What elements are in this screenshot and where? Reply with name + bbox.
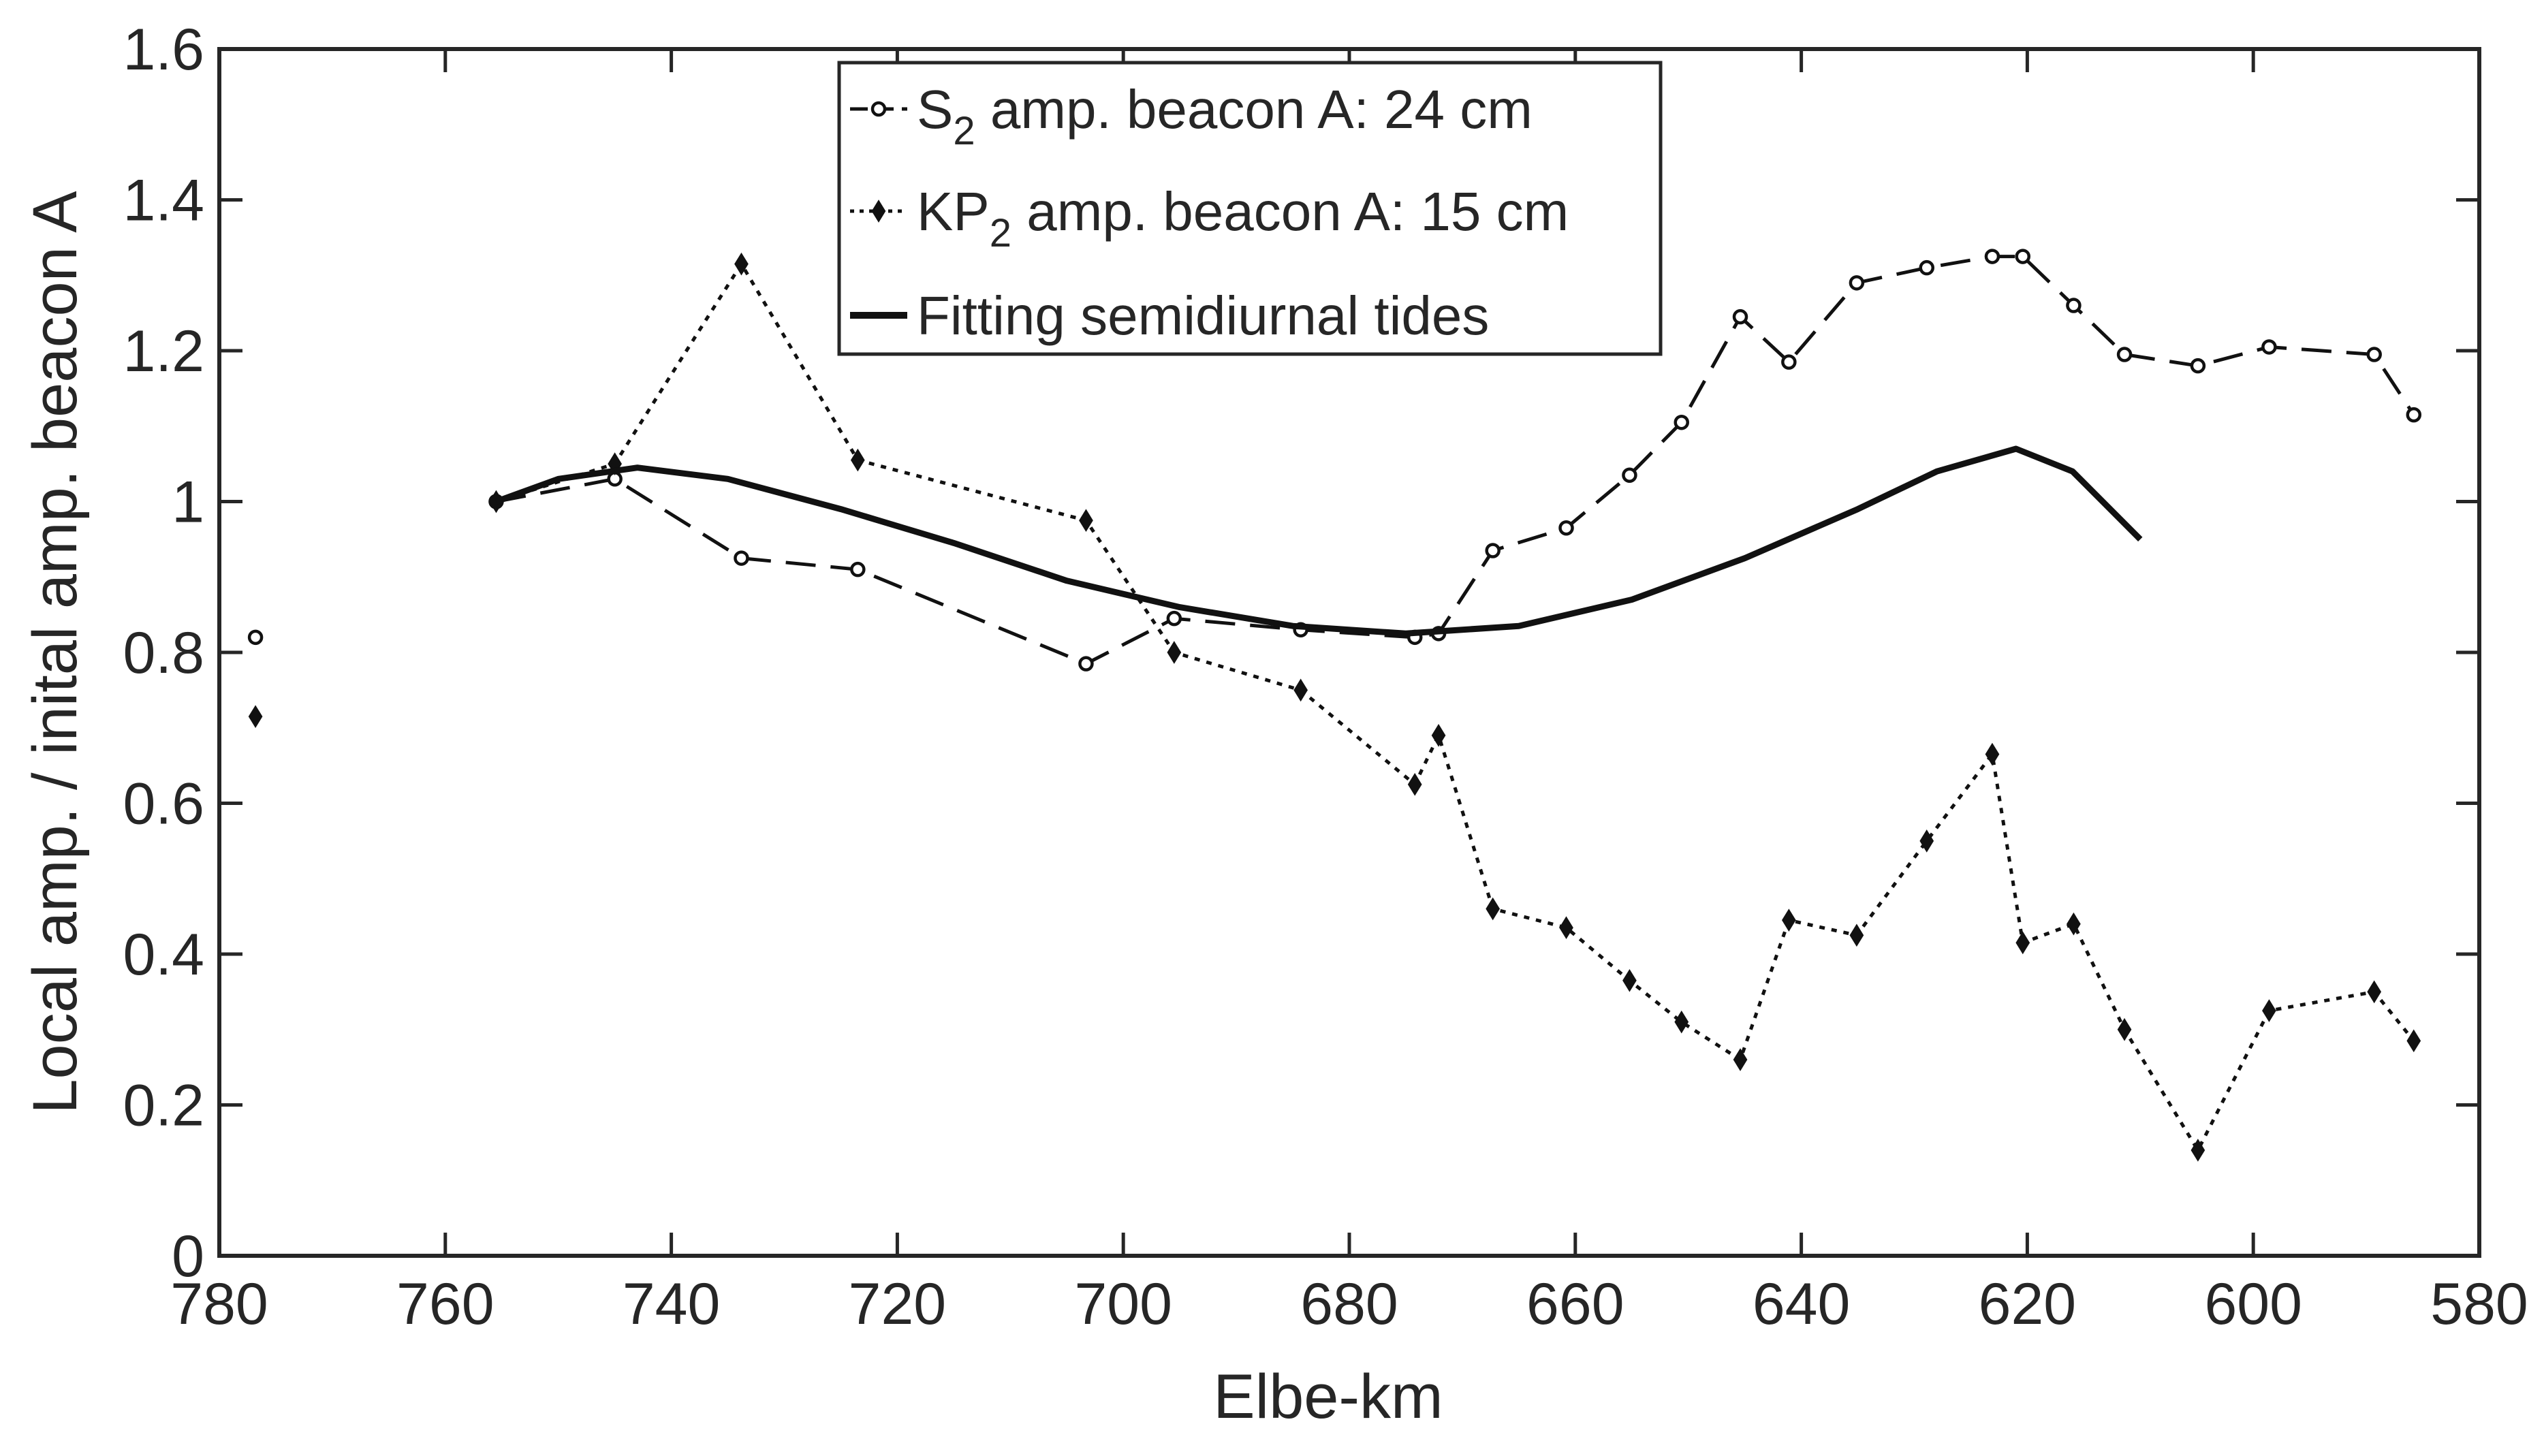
data-point	[2262, 999, 2276, 1022]
series-layer	[247, 249, 2422, 1162]
x-tick-label: 700	[1074, 1271, 1172, 1337]
series-1	[248, 252, 2421, 1162]
y-tick-label: 0.6	[123, 772, 204, 837]
x-tick-label: 620	[1979, 1271, 2077, 1337]
data-point	[2015, 249, 2031, 264]
data-point	[1293, 678, 1308, 702]
legend-label: S2 amp. beacon A: 24 cm	[917, 79, 1533, 153]
legend-entries: S2 amp. beacon A: 24 cm KP2 amp. beacon A…	[850, 79, 1569, 346]
x-tick-label: 740	[623, 1271, 721, 1337]
data-point	[734, 252, 749, 276]
x-axis-title: Elbe-km	[1213, 1362, 1443, 1431]
y-tick-label: 1.2	[123, 319, 204, 384]
y-tick-label: 1	[172, 470, 204, 535]
series-2	[494, 445, 2143, 637]
legend-marker	[871, 200, 886, 223]
data-point	[1559, 916, 1573, 940]
y-axis: 0 0.2 0.4 0.6 0.8 1 1.2 1.4 1.6	[123, 17, 2479, 1289]
data-point	[1558, 520, 1574, 536]
data-point	[1622, 467, 1637, 483]
outlier-point	[247, 629, 264, 646]
y-tick-label: 1.4	[123, 168, 204, 234]
data-point	[2190, 1139, 2205, 1162]
outlier-point	[248, 705, 263, 728]
data-point	[1782, 908, 1796, 932]
data-point	[1167, 641, 1182, 664]
legend-box	[837, 61, 1663, 356]
data-point	[1079, 509, 1093, 533]
x-tick-label: 640	[1753, 1271, 1851, 1337]
x-tick-label: 720	[849, 1271, 947, 1337]
data-point	[1166, 610, 1182, 627]
data-point	[1485, 543, 1501, 558]
legend-entry-2: Fitting semidiurnal tides	[850, 285, 1489, 346]
data-point	[1985, 742, 2000, 766]
data-point	[850, 448, 865, 472]
data-point	[2261, 339, 2277, 355]
series-line	[494, 445, 2143, 637]
legend: S2 amp. beacon A: 24 cm KP2 amp. beacon A…	[837, 61, 1663, 356]
data-point	[1078, 656, 1094, 671]
legend-label: KP2 amp. beacon A: 15 cm	[917, 181, 1569, 255]
data-point	[1984, 249, 2000, 264]
x-tick-label: 680	[1300, 1271, 1398, 1337]
y-axis-title: Local amp. / inital amp. beacon A	[20, 191, 90, 1114]
x-axis: 780 760 740 720 700 680 660 640 620 600 580	[170, 49, 2528, 1337]
legend-entry-1: KP2 amp. beacon A: 15 cm	[850, 181, 1569, 255]
data-point	[1674, 414, 1689, 430]
data-point	[2015, 931, 2030, 955]
data-point	[850, 561, 866, 577]
y-tick-label: 1.6	[123, 17, 204, 82]
plot-area	[247, 249, 2422, 1162]
data-point	[1919, 829, 1934, 853]
data-point	[2366, 347, 2382, 362]
data-point	[2406, 1029, 2421, 1053]
data-point	[2406, 407, 2422, 423]
data-point	[2066, 298, 2082, 313]
data-point	[1431, 724, 1446, 747]
y-tick-label: 0.2	[123, 1073, 204, 1139]
data-point	[1622, 968, 1637, 992]
legend-entry-0: S2 amp. beacon A: 24 cm	[850, 79, 1533, 153]
data-point	[1486, 897, 1501, 921]
x-tick-label: 660	[1526, 1271, 1624, 1337]
x-tick-label: 780	[170, 1271, 268, 1337]
legend-label: Fitting semidiurnal tides	[917, 285, 1489, 346]
data-point	[1849, 923, 1864, 947]
x-tick-label: 600	[2204, 1271, 2302, 1337]
legend-marker	[870, 101, 887, 117]
data-point	[2367, 980, 2382, 1004]
y-tick-label: 0.8	[123, 620, 204, 686]
data-point	[1674, 1010, 1689, 1034]
data-point	[2190, 358, 2206, 374]
x-tick-label: 760	[396, 1271, 494, 1337]
data-point	[1732, 308, 1748, 325]
data-point	[2067, 912, 2081, 936]
data-point	[1733, 1048, 1748, 1071]
data-point	[1781, 354, 1797, 370]
data-point	[2116, 347, 2133, 362]
data-point	[734, 550, 749, 566]
x-tick-label: 580	[2430, 1271, 2528, 1337]
data-point	[1849, 275, 1865, 291]
y-tick-label: 0.4	[123, 922, 204, 987]
y-tick-label: 0	[172, 1224, 204, 1289]
data-point	[1919, 259, 1934, 276]
data-point	[1407, 772, 1422, 796]
data-point	[2117, 1017, 2132, 1041]
